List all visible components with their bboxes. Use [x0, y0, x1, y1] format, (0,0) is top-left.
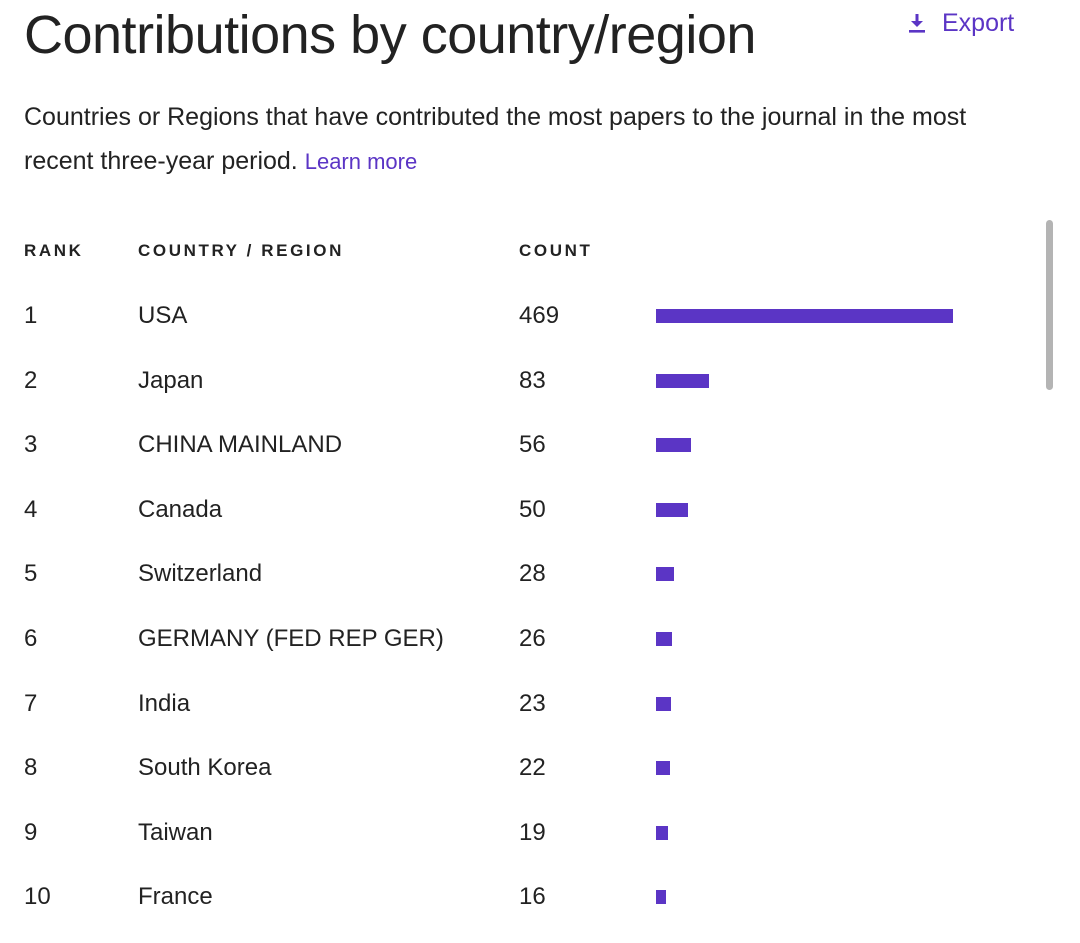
- rank-cell: 7: [24, 689, 38, 717]
- description-text: Countries or Regions that have contribut…: [24, 103, 967, 175]
- country-cell: Taiwan: [138, 818, 213, 846]
- country-cell: South Korea: [138, 754, 272, 782]
- rank-cell: 2: [24, 366, 38, 394]
- country-cell: Japan: [138, 366, 204, 394]
- count-bar: [656, 890, 666, 905]
- table-row: 6 GERMANY (FED REP GER) 26: [0, 619, 1040, 659]
- count-bar: [656, 502, 688, 517]
- column-header-rank: RANK: [24, 241, 84, 260]
- download-icon: [908, 13, 926, 33]
- country-cell: GERMANY (FED REP GER): [138, 625, 444, 652]
- country-cell: CHINA MAINLAND: [138, 431, 343, 459]
- rank-cell: 3: [24, 431, 38, 459]
- rank-cell: 1: [24, 302, 38, 329]
- country-cell: France: [138, 883, 213, 911]
- count-bar: [656, 761, 670, 776]
- table-row: 8 South Korea 22: [0, 748, 1040, 788]
- page-title: Contributions by country/region: [24, 5, 756, 65]
- country-cell: India: [138, 689, 191, 717]
- table-row: 9 Taiwan 19: [0, 813, 1040, 853]
- country-cell: Switzerland: [138, 560, 263, 588]
- table-row: 10 France 16: [0, 877, 1040, 917]
- rank-cell: 5: [24, 560, 38, 588]
- count-bar: [656, 632, 672, 646]
- count-cell: 50: [519, 495, 546, 523]
- description: Countries or Regions that have contribut…: [24, 95, 1034, 184]
- table-row: 5 Switzerland 28: [0, 554, 1040, 594]
- scrollbar[interactable]: [1046, 220, 1053, 390]
- count-bar: [656, 309, 953, 323]
- learn-more-link[interactable]: Learn more: [304, 149, 418, 174]
- count-bar: [656, 696, 671, 711]
- count-bar: [656, 825, 668, 840]
- count-cell: 469: [519, 302, 560, 329]
- rank-cell: 6: [24, 625, 38, 652]
- rank-cell: 8: [24, 754, 38, 782]
- count-cell: 16: [519, 883, 546, 911]
- count-bar: [656, 438, 691, 453]
- table-row: 2 Japan 83: [0, 361, 1040, 401]
- table-row: 7 India 23: [0, 684, 1040, 724]
- count-cell: 26: [519, 625, 546, 652]
- count-cell: 83: [519, 366, 546, 394]
- table-row: 4 Canada 50: [0, 490, 1040, 530]
- count-cell: 28: [519, 560, 546, 588]
- table-row: 3 CHINA MAINLAND 56: [0, 425, 1040, 465]
- count-cell: 19: [519, 818, 546, 846]
- count-bar: [656, 373, 709, 388]
- country-cell: Canada: [138, 495, 223, 523]
- rank-cell: 10: [24, 883, 51, 911]
- count-cell: 22: [519, 754, 546, 782]
- count-bar: [656, 567, 674, 582]
- export-button[interactable]: Export: [908, 6, 1014, 40]
- count-cell: 56: [519, 431, 546, 459]
- rank-cell: 4: [24, 495, 38, 523]
- column-header-country: COUNTRY / REGION: [138, 241, 344, 260]
- table-row: 1 USA 469: [0, 296, 1040, 336]
- rank-cell: 9: [24, 818, 38, 846]
- country-cell: USA: [138, 302, 188, 329]
- column-header-count: COUNT: [519, 241, 593, 260]
- export-label: Export: [942, 9, 1015, 37]
- count-cell: 23: [519, 689, 546, 717]
